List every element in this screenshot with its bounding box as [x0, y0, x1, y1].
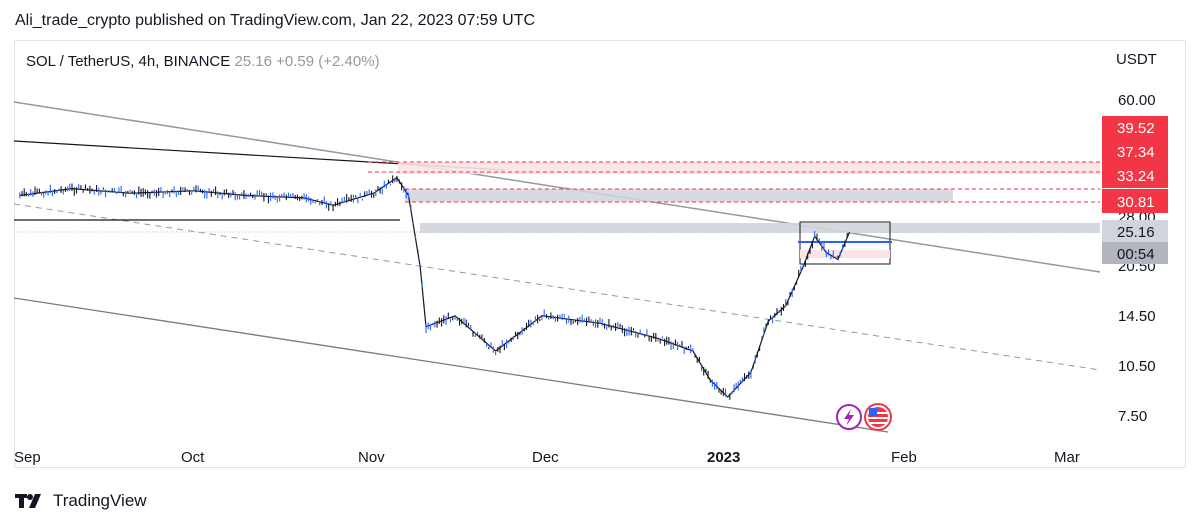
time-label-oct: Oct [181, 449, 205, 466]
price-tag-30-81: 30.81 [1117, 194, 1155, 211]
price-tag-39-52-bg [1102, 116, 1168, 140]
descending-resistance-line [13, 101, 1101, 273]
price-tick-60: 60.00 [1118, 92, 1156, 109]
time-label-2023: 2023 [707, 449, 740, 466]
time-label-nov: Nov [358, 449, 385, 466]
price-tag-37-34: 37.34 [1117, 144, 1155, 161]
time-label-sep: Sep [14, 449, 41, 466]
last-price-value: 25.16 [234, 53, 272, 70]
time-label-dec: Dec [532, 449, 559, 466]
footer-brand[interactable]: TradingView [15, 491, 147, 511]
price-series-line [19, 176, 851, 398]
time-label-feb: Feb [891, 449, 917, 466]
price-tag-39-52: 39.52 [1117, 120, 1155, 137]
resistance-zone-upper [398, 162, 1100, 174]
candles-group [19, 175, 848, 400]
price-tag-30-81-bg [1102, 189, 1168, 213]
symbol-legend: SOL / TetherUS, 4h, BINANCE 25.16 +0.59 … [26, 53, 380, 70]
time-label-mar: Mar [1054, 449, 1080, 466]
us-flag-event-icon[interactable] [864, 403, 892, 431]
consolidation-pink-band [800, 250, 890, 258]
price-change-value: +0.59 (+2.40%) [276, 53, 380, 70]
footer-brand-text: TradingView [53, 491, 147, 510]
tradingview-logo-icon [15, 493, 45, 509]
price-tag-33-24-bg [1102, 164, 1168, 188]
current-price-zone [420, 223, 1100, 233]
resistance-zone-lower [405, 189, 953, 202]
price-tag-37-34-bg [1102, 140, 1168, 164]
currency-label[interactable]: USDT [1116, 51, 1157, 68]
countdown-tag-bg [1102, 242, 1168, 264]
price-tag-33-24: 33.24 [1117, 168, 1155, 185]
channel-support-line [13, 297, 889, 433]
current-price-tag: 25.16 [1117, 224, 1155, 241]
lightning-event-icon[interactable] [836, 404, 862, 430]
publish-info: Ali_trade_crypto published on TradingVie… [15, 12, 536, 29]
current-price-tag-bg [1102, 220, 1168, 242]
price-tick-10-5: 10.50 [1118, 358, 1156, 375]
countdown-tag: 00:54 [1117, 246, 1155, 263]
price-tick-7-5: 7.50 [1118, 408, 1147, 425]
symbol-title[interactable]: SOL / TetherUS, 4h, BINANCE [26, 53, 231, 70]
channel-midline [13, 203, 1101, 371]
chart-pane[interactable] [14, 40, 1186, 468]
price-tick-14-5: 14.50 [1118, 308, 1156, 325]
